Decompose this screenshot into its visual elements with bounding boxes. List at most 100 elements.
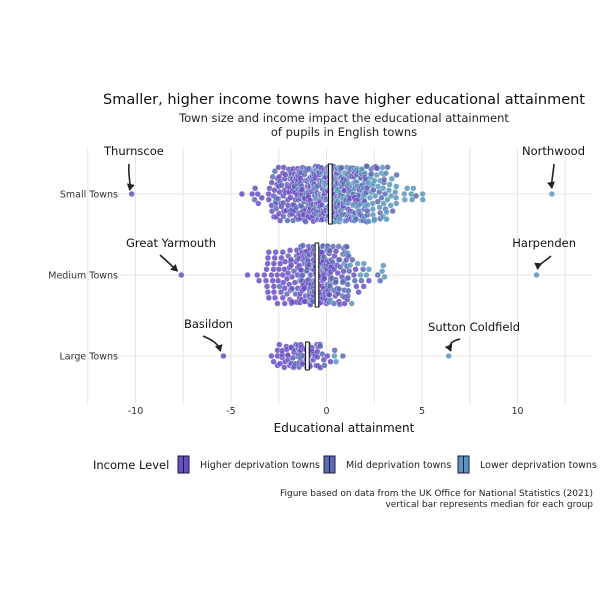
chart-subtitle-line-2: of pupils in English towns — [271, 125, 417, 139]
data-point — [445, 352, 452, 360]
data-point — [365, 218, 372, 225]
data-point — [339, 352, 346, 360]
data-point — [275, 164, 282, 171]
data-point — [345, 287, 352, 294]
data-point — [344, 281, 351, 288]
data-point — [387, 202, 394, 209]
data-point — [288, 262, 295, 269]
data-point — [268, 352, 275, 360]
data-point — [347, 262, 354, 269]
data-point — [263, 266, 270, 273]
data-point — [381, 273, 388, 280]
data-point — [314, 353, 321, 361]
data-point — [419, 196, 426, 203]
data-point — [329, 259, 336, 266]
data-point — [255, 200, 262, 207]
data-point — [265, 249, 272, 256]
data-point — [265, 294, 272, 301]
data-point — [220, 352, 227, 360]
data-point — [369, 206, 376, 213]
data-point — [321, 362, 328, 369]
data-point — [249, 190, 256, 198]
data-point — [371, 177, 378, 184]
data-point — [353, 283, 360, 290]
legend-item: Higher deprivation towns — [177, 455, 320, 474]
data-point — [389, 208, 396, 215]
data-point — [281, 300, 288, 307]
data-point — [401, 190, 408, 198]
data-point — [269, 277, 276, 284]
data-point — [324, 352, 331, 360]
annotation-label: Thurnscoe — [103, 144, 164, 158]
data-point — [381, 190, 389, 198]
data-point — [345, 274, 352, 282]
data-point — [340, 268, 347, 275]
data-point — [374, 198, 381, 205]
data-point — [358, 277, 365, 284]
data-point — [383, 209, 390, 216]
data-point — [327, 283, 334, 290]
data-point — [265, 196, 272, 203]
data-point — [364, 207, 371, 214]
annotation-label: Sutton Coldfield — [428, 320, 520, 334]
data-point — [360, 266, 367, 273]
data-point — [350, 271, 357, 279]
annotations: Thurnscoe Northwood Great Yarmouth Harpende… — [103, 144, 585, 352]
annotation-label: Great Yarmouth — [126, 236, 216, 250]
data-point — [252, 185, 259, 192]
median-bars — [305, 163, 333, 371]
data-point — [282, 258, 289, 265]
data-points — [128, 163, 555, 371]
data-point — [332, 248, 340, 255]
data-point — [261, 271, 268, 279]
data-point — [368, 170, 375, 178]
y-tick-label: Small Towns — [60, 190, 118, 201]
data-point — [365, 266, 373, 273]
data-point — [320, 253, 327, 260]
annotation-arrow — [159, 254, 179, 272]
data-point — [272, 249, 279, 256]
data-point — [363, 271, 370, 279]
data-point — [374, 165, 381, 172]
data-point — [283, 290, 291, 298]
data-point — [280, 279, 287, 286]
data-point — [384, 164, 391, 171]
data-point — [270, 260, 277, 267]
data-point — [275, 266, 282, 273]
chart-title: Smaller, higher income towns have higher… — [103, 92, 585, 108]
data-point — [380, 185, 387, 192]
data-point — [319, 351, 326, 358]
data-point — [378, 194, 385, 201]
data-point — [419, 190, 426, 198]
data-point — [364, 201, 371, 208]
data-point — [380, 200, 387, 207]
data-point — [376, 189, 383, 196]
legend: Income Level Higher deprivation towns Mid… — [93, 455, 597, 474]
x-tick-label: -10 — [128, 406, 144, 417]
data-point — [385, 187, 392, 194]
data-point — [290, 268, 298, 275]
data-point — [244, 271, 251, 279]
data-point — [278, 254, 285, 261]
data-point — [269, 173, 276, 180]
data-point — [270, 266, 277, 273]
data-point — [336, 286, 343, 293]
data-point — [383, 216, 390, 223]
data-point — [346, 268, 353, 275]
data-point — [270, 283, 277, 290]
annotation-arrow — [547, 163, 555, 189]
data-point — [274, 271, 281, 279]
data-point — [268, 179, 275, 186]
data-point — [393, 200, 400, 207]
data-point — [352, 266, 359, 273]
legend-item: Lower deprivation towns — [457, 455, 597, 474]
data-point — [262, 277, 270, 284]
data-point — [271, 294, 279, 301]
data-point — [351, 277, 358, 284]
data-point — [548, 190, 555, 198]
data-point — [238, 190, 245, 198]
data-point — [333, 358, 340, 365]
data-point — [374, 271, 381, 279]
data-point — [412, 192, 420, 199]
